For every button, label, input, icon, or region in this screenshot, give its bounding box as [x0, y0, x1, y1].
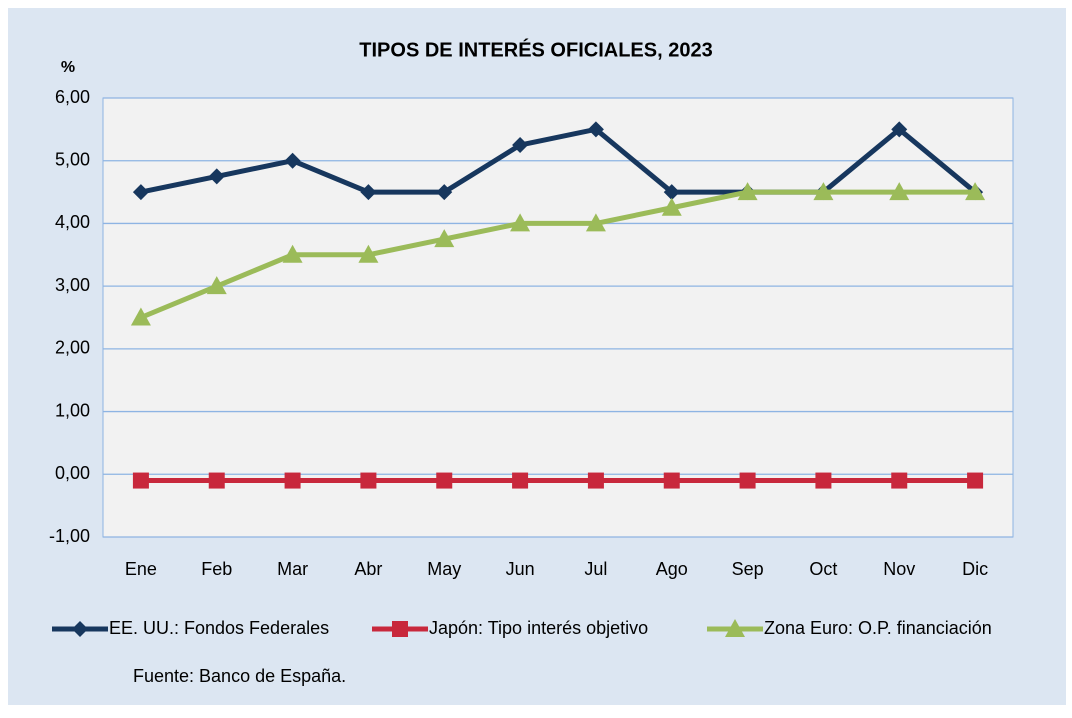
x-tick-label: Feb [201, 559, 232, 579]
data-point [661, 197, 682, 216]
y-tick-label: 2,00 [55, 338, 90, 358]
x-tick-label: Ago [656, 559, 688, 579]
series-line [140, 126, 977, 195]
x-tick-label: Oct [809, 559, 837, 579]
data-point [360, 472, 377, 489]
source: Fuente: Banco de España. [133, 666, 346, 686]
legend-label: Zona Euro: O.P. financiación [764, 618, 992, 638]
data-point [891, 121, 908, 138]
data-point [284, 472, 301, 489]
data-point [434, 229, 455, 248]
data-point [208, 168, 225, 185]
x-tick-label: Sep [732, 559, 764, 579]
data-point [965, 182, 986, 201]
chart-title: TIPOS DE INTERÉS OFICIALES, 2023 [359, 38, 712, 61]
x-tick-label: Abr [354, 559, 382, 579]
data-point [889, 182, 910, 201]
data-point [284, 152, 301, 169]
data-point [813, 182, 834, 201]
data-point [282, 244, 303, 263]
x-tick-label: Jul [584, 559, 607, 579]
y-axis-label: % [61, 59, 75, 76]
x-tick-label: May [427, 559, 461, 579]
y-tick-label: 3,00 [55, 275, 90, 295]
x-tick-label: Dic [962, 559, 988, 579]
data-point [436, 472, 453, 489]
y-tick-label: 1,00 [55, 400, 90, 420]
data-point [587, 121, 604, 138]
legend-marker [725, 619, 745, 637]
x-tick-label: Ene [125, 559, 157, 579]
data-point [208, 472, 225, 489]
x-tick-label: Mar [277, 559, 308, 579]
data-point [510, 213, 531, 232]
plot-area [102, 97, 1014, 538]
data-point [436, 184, 453, 201]
y-tick-label: 0,00 [55, 463, 90, 483]
data-point [358, 244, 379, 263]
legend-label: Japón: Tipo interés objetivo [429, 618, 648, 638]
data-point [815, 472, 832, 489]
data-point [132, 184, 149, 201]
y-tick-label: 4,00 [55, 212, 90, 232]
data-point [512, 137, 529, 154]
data-point [737, 182, 758, 201]
legend-label: EE. UU.: Fondos Federales [109, 618, 329, 638]
data-point [360, 184, 377, 201]
data-point [206, 276, 227, 295]
data-point [967, 472, 984, 489]
y-tick-label: 6,00 [55, 87, 90, 107]
data-point [739, 472, 756, 489]
x-tick-label: Jun [506, 559, 535, 579]
x-tick-label: Nov [883, 559, 915, 579]
y-tick-label: -1,00 [49, 526, 90, 546]
legend-marker [392, 621, 408, 637]
data-point [587, 472, 604, 489]
data-point [585, 213, 606, 232]
data-point [663, 472, 680, 489]
series-line [139, 189, 976, 320]
legend-marker [72, 621, 88, 637]
y-tick-label: 5,00 [55, 149, 90, 169]
data-point [663, 184, 680, 201]
data-point [132, 472, 149, 489]
data-point [512, 472, 529, 489]
data-point [130, 307, 151, 326]
data-point [891, 472, 908, 489]
